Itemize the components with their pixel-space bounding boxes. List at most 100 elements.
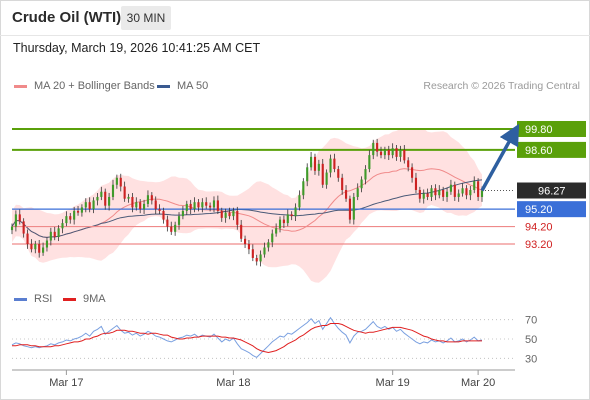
time-tick-label: Mar 18 bbox=[216, 377, 250, 389]
candle-body bbox=[360, 179, 363, 189]
timeframe-badge[interactable]: 30 MIN bbox=[121, 6, 171, 30]
candle-body bbox=[430, 188, 433, 197]
candle-body bbox=[14, 214, 17, 227]
level-label-95.20: 95.20 bbox=[525, 204, 553, 216]
candle-body bbox=[53, 231, 56, 238]
candle-body bbox=[372, 142, 375, 156]
candle-body bbox=[263, 247, 266, 255]
candle-body bbox=[457, 193, 460, 197]
candle-body bbox=[10, 226, 14, 231]
candle-body bbox=[449, 184, 452, 192]
level-labels-layer: 99.80 98.60 95.20 94.20 93.20 96.27 bbox=[480, 120, 586, 251]
level-tag-98.60 bbox=[517, 141, 586, 158]
level-label-98.60: 98.60 bbox=[525, 145, 553, 157]
legend-label-ma50: MA 50 bbox=[177, 80, 209, 92]
candle-body bbox=[278, 219, 282, 229]
candle-body bbox=[209, 205, 212, 208]
candle-body bbox=[193, 202, 196, 210]
candle-body bbox=[298, 195, 301, 208]
candle-body bbox=[108, 196, 111, 206]
candle-body bbox=[205, 202, 208, 206]
candle-body bbox=[290, 214, 293, 217]
candle-body bbox=[247, 244, 251, 250]
candle-body bbox=[139, 202, 142, 210]
candle-body bbox=[310, 156, 313, 168]
current-price-tag bbox=[517, 182, 586, 199]
candle-body bbox=[294, 207, 297, 217]
current-price-label: 96.27 bbox=[538, 186, 566, 198]
legend-swatch-rsi-ma bbox=[63, 297, 76, 301]
candle-body bbox=[150, 195, 153, 201]
candle-body bbox=[329, 158, 332, 173]
candle-body bbox=[142, 203, 146, 210]
candle-body bbox=[170, 226, 173, 232]
report-datetime: Thursday, March 19, 2026 10:41:25 AM CET bbox=[13, 41, 261, 55]
candle-body bbox=[123, 186, 126, 199]
candle-body bbox=[411, 167, 414, 178]
candle-body bbox=[282, 219, 285, 224]
candle-body bbox=[399, 149, 402, 157]
candles-layer bbox=[10, 138, 484, 267]
candle-body bbox=[379, 151, 383, 156]
candle-body bbox=[337, 169, 340, 178]
candle-body bbox=[313, 156, 317, 171]
candle-body bbox=[469, 189, 472, 196]
candle-body bbox=[228, 212, 231, 217]
time-tick-label: Mar 20 bbox=[461, 377, 495, 389]
candle-body bbox=[212, 200, 216, 208]
candle-body bbox=[111, 184, 115, 197]
candle-body bbox=[104, 191, 107, 206]
candle-body bbox=[403, 149, 406, 161]
bollinger-band-layer bbox=[12, 128, 482, 283]
candle-body bbox=[348, 198, 352, 220]
candle-body bbox=[368, 155, 371, 170]
candle-body bbox=[267, 242, 270, 248]
candle-body bbox=[302, 181, 305, 196]
candle-body bbox=[438, 189, 441, 196]
candle-body bbox=[201, 202, 204, 208]
candle-body bbox=[391, 148, 394, 156]
rsi-panel: 70 50 30 bbox=[11, 315, 537, 365]
candle-body bbox=[162, 210, 165, 220]
candle-body bbox=[445, 191, 449, 197]
candle-body bbox=[395, 148, 398, 157]
level-tag-99.80 bbox=[517, 120, 586, 137]
candle-body bbox=[306, 167, 309, 182]
legend-bollinger: MA 20 + Bollinger Bands bbox=[14, 80, 155, 92]
candle-body bbox=[49, 231, 52, 241]
candle-body bbox=[477, 181, 480, 197]
legend-ma50: MA 50 bbox=[157, 80, 208, 92]
candle-body bbox=[376, 142, 379, 152]
legend-label-bollinger: MA 20 + Bollinger Bands bbox=[34, 80, 155, 92]
legend-label-rsi: RSI bbox=[34, 293, 53, 305]
candle-body bbox=[146, 195, 150, 204]
candle-body bbox=[177, 216, 181, 225]
candle-body bbox=[271, 233, 274, 243]
time-axis: Mar 17 Mar 18 Mar 19 Mar 20 bbox=[12, 369, 515, 389]
candle-body bbox=[434, 188, 437, 196]
candle-body bbox=[286, 214, 289, 224]
candle-body bbox=[461, 188, 464, 194]
candle-body bbox=[422, 193, 425, 199]
candle-body bbox=[387, 149, 390, 156]
candle-body bbox=[243, 238, 247, 245]
candle-body bbox=[131, 196, 134, 208]
candle-body bbox=[356, 188, 359, 197]
candle-body bbox=[352, 196, 355, 220]
time-tick-label: Mar 17 bbox=[49, 377, 83, 389]
candle-body bbox=[465, 188, 468, 196]
level-label-94.20: 94.20 bbox=[525, 222, 553, 234]
candle-body bbox=[197, 202, 200, 208]
candle-body bbox=[22, 221, 25, 234]
candle-body bbox=[414, 177, 418, 190]
legend-swatch-rsi bbox=[14, 297, 27, 301]
candle-body bbox=[333, 158, 336, 170]
candle-body bbox=[65, 216, 68, 224]
research-credit: Research © 2026 Trading Central bbox=[423, 80, 580, 92]
candle-body bbox=[30, 244, 33, 250]
candle-body bbox=[135, 202, 138, 208]
candle-body bbox=[115, 177, 118, 185]
candle-body bbox=[26, 233, 29, 245]
candle-body bbox=[344, 189, 348, 199]
